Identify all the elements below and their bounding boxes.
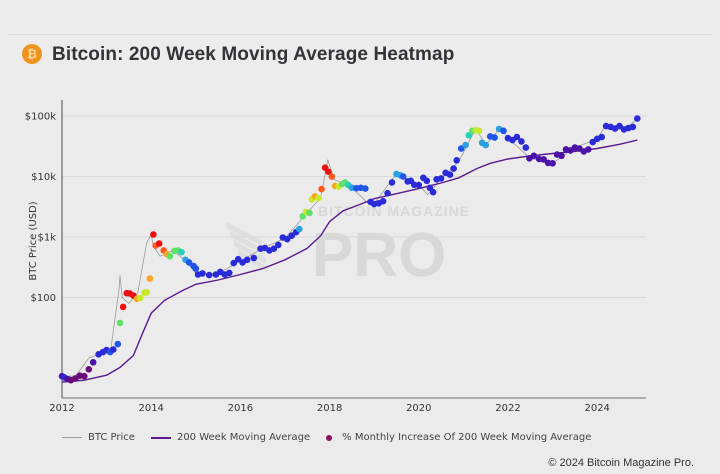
watermark-stripe	[234, 240, 266, 264]
bitcoin-icon: ₿	[22, 44, 42, 64]
heat-point	[325, 168, 332, 175]
heat-point	[81, 372, 88, 380]
heat-point	[585, 146, 592, 153]
axes	[61, 100, 646, 399]
legend-swatch-monthly-increase	[326, 434, 333, 441]
heatmap-points-series	[58, 115, 641, 384]
legend-label-moving-average: 200 Week Moving Average	[176, 432, 311, 443]
x-tick-label: 2016	[228, 403, 253, 414]
heat-point	[629, 123, 637, 131]
heat-point	[315, 194, 322, 202]
x-tick-label: 2024	[584, 403, 609, 414]
chart-header	[8, 34, 712, 77]
heat-point	[362, 185, 369, 192]
heat-point	[558, 152, 565, 160]
heat-point	[415, 181, 423, 189]
heat-point	[226, 269, 233, 277]
legend-label-monthly-increase: % Monthly Increase Of 200 Week Moving Av…	[342, 432, 592, 443]
chart-legend: BTC Price 200 Week Moving Average % Mont…	[62, 432, 607, 443]
heat-point	[318, 185, 325, 193]
heat-point	[446, 171, 454, 178]
y-tick-label: $10k	[31, 172, 56, 183]
legend-item-moving-average[interactable]: 200 Week Moving Average	[150, 432, 311, 443]
heat-point	[243, 256, 251, 264]
x-tick-label: 2012	[49, 403, 74, 414]
gridlines	[62, 115, 646, 298]
heat-point	[475, 127, 483, 135]
heat-point	[114, 340, 122, 348]
legend-item-btc-price[interactable]: BTC Price	[62, 432, 135, 443]
heat-point	[328, 173, 336, 180]
x-tick-label: 2022	[495, 403, 520, 414]
moving-average-series	[61, 139, 638, 383]
watermark-stripe	[226, 222, 262, 246]
heat-point	[205, 271, 213, 279]
y-tick-label: $1k	[37, 233, 56, 244]
heat-point	[146, 275, 154, 282]
heat-point	[136, 294, 144, 302]
heat-point	[450, 165, 457, 172]
heat-point	[522, 144, 530, 151]
x-tick-label: 2020	[406, 403, 431, 414]
heat-point	[230, 259, 237, 267]
heat-point	[110, 346, 117, 353]
heat-point	[85, 366, 93, 373]
heat-point	[465, 132, 473, 139]
heat-point	[530, 152, 538, 160]
legend-label-btc-price: BTC Price	[88, 432, 135, 443]
heat-point	[500, 127, 507, 135]
legend-item-monthly-increase[interactable]: % Monthly Increase Of 200 Week Moving Av…	[326, 432, 591, 443]
heat-point	[155, 240, 163, 247]
heat-point	[429, 188, 437, 196]
heat-point	[199, 270, 206, 277]
y-tick-label: $100	[31, 293, 56, 304]
heat-point	[518, 138, 525, 145]
heat-point	[437, 175, 445, 182]
page-title: Bitcoin: 200 Week Moving Average Heatmap	[52, 44, 455, 65]
heat-point	[150, 231, 157, 238]
legend-swatch-btc-price	[62, 437, 82, 438]
heat-point	[399, 173, 407, 180]
x-tick-label: 2014	[138, 403, 163, 414]
watermark-text-main: PRO	[312, 221, 446, 290]
heat-point	[384, 189, 391, 197]
y-axis-title: BTC Price (USD)	[28, 201, 39, 280]
heat-point	[250, 254, 258, 262]
heat-point	[143, 289, 150, 296]
legend-swatch-moving-average	[150, 436, 171, 439]
copyright-footer: © 2024 Bitcoin Magazine Pro.	[548, 457, 694, 469]
heat-point	[119, 303, 127, 311]
heat-point	[185, 259, 193, 266]
heat-point	[306, 209, 313, 217]
x-tick-label: 2018	[317, 403, 342, 414]
heat-point	[178, 248, 185, 256]
heat-point	[540, 156, 547, 163]
heat-point	[462, 141, 469, 149]
heat-point	[598, 133, 605, 141]
heat-point	[491, 134, 498, 141]
heat-point	[275, 241, 282, 249]
heat-point	[453, 157, 461, 164]
heat-point	[288, 232, 296, 239]
moving-average-line	[61, 139, 638, 383]
heat-point	[634, 115, 641, 122]
heat-point	[283, 235, 291, 243]
heat-point	[513, 133, 521, 141]
watermark-text-top: BITCOIN MAGAZINE	[318, 203, 470, 219]
y-tick-labels: $100 $1k $10k $100k	[25, 112, 56, 305]
heat-point	[270, 245, 278, 252]
y-tick-label: $100k	[25, 112, 56, 123]
heat-point	[379, 197, 387, 205]
heat-point	[116, 319, 124, 327]
x-tick-labels: 2012 2014 2016 2018 2020 2022 2024	[49, 403, 610, 414]
heat-point	[296, 225, 303, 233]
heat-point	[423, 177, 431, 185]
heat-point	[549, 160, 556, 167]
heat-point	[388, 179, 396, 186]
heat-point	[482, 141, 490, 149]
heat-point	[166, 252, 174, 260]
heat-point	[89, 359, 97, 366]
heat-point	[192, 265, 200, 272]
